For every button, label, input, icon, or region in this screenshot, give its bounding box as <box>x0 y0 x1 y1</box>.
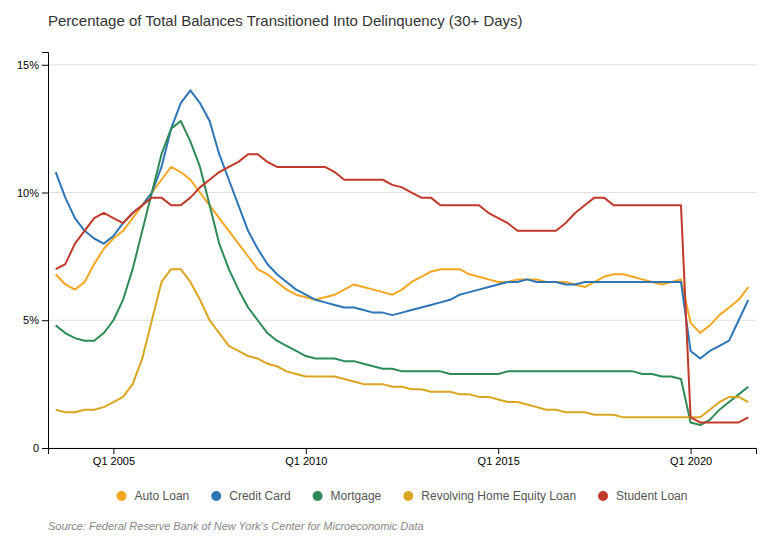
legend-swatch <box>211 491 221 501</box>
legend-swatch <box>117 491 127 501</box>
legend-swatch <box>313 491 323 501</box>
legend-label: Student Loan <box>616 489 687 503</box>
y-tick: 0 <box>33 442 48 454</box>
x-tick-mark <box>691 448 692 454</box>
y-tick: 5% <box>23 314 48 326</box>
y-tick-mark <box>42 448 48 449</box>
chart: Percentage of Total Balances Transitione… <box>0 0 780 544</box>
x-tick: Q1 2010 <box>285 448 327 467</box>
grid <box>48 65 756 448</box>
y-tick-label: 5% <box>23 314 39 326</box>
series-line <box>56 167 749 333</box>
x-tick-mark <box>306 448 307 454</box>
series-line <box>56 90 749 358</box>
y-tick-label: 15% <box>17 59 39 71</box>
y-tick-mark <box>42 65 48 66</box>
series-line <box>56 121 749 425</box>
legend-label: Revolving Home Equity Loan <box>421 489 576 503</box>
legend-item: Student Loan <box>598 489 687 503</box>
x-axis-line <box>49 449 757 455</box>
lines <box>56 90 749 425</box>
legend-swatch <box>403 491 413 501</box>
y-tick-label: 0 <box>33 442 39 454</box>
legend-label: Mortgage <box>331 489 382 503</box>
legend-item: Mortgage <box>313 489 382 503</box>
y-tick: 10% <box>17 187 48 199</box>
x-tick-label: Q1 2015 <box>478 455 520 467</box>
x-tick-label: Q1 2005 <box>93 455 135 467</box>
y-tick-mark <box>42 320 48 321</box>
series-line <box>56 269 749 417</box>
grid-line <box>48 320 756 321</box>
series-line <box>56 154 749 422</box>
grid-line <box>48 64 756 65</box>
legend-label: Auto Loan <box>135 489 190 503</box>
x-axis: Q1 2005 Q1 2010 Q1 2015 Q1 2020 <box>49 448 757 467</box>
annotation: Source: Federal Reserve Bank of New York… <box>48 520 424 532</box>
legend-item: Auto Loan <box>117 489 190 503</box>
legend-item: Revolving Home Equity Loan <box>403 489 576 503</box>
y-tick-label: 10% <box>17 187 39 199</box>
x-tick: Q1 2005 <box>93 448 135 467</box>
x-tick: Q1 2020 <box>670 448 712 467</box>
x-tick-mark <box>498 448 499 454</box>
legend: Auto Loan Credit Card Mortgage Revolving Ho… <box>117 489 688 503</box>
x-tick-label: Q1 2020 <box>670 455 712 467</box>
y-tick-mark <box>42 193 48 194</box>
y-axis-line <box>42 53 49 449</box>
x-tick-mark <box>113 448 114 454</box>
legend-swatch <box>598 491 608 501</box>
y-axis: 0 5% 10% 15% <box>17 53 49 455</box>
title: Percentage of Total Balances Transitione… <box>48 12 523 29</box>
legend-item: Credit Card <box>211 489 290 503</box>
y-tick: 15% <box>17 59 48 71</box>
grid-line <box>48 192 756 193</box>
x-tick: Q1 2015 <box>478 448 520 467</box>
legend-label: Credit Card <box>229 489 290 503</box>
x-tick-label: Q1 2010 <box>285 455 327 467</box>
plot: Q1 2005 Q1 2010 Q1 2015 Q1 2020 0 5% 10% 15% <box>17 53 757 467</box>
